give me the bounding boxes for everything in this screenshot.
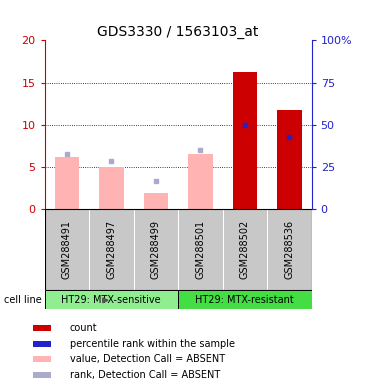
Bar (55, 157, 79, 209)
Bar (89, 209, 134, 290)
Text: value, Detection Call = ABSENT: value, Detection Call = ABSENT (70, 354, 225, 364)
Bar (267, 209, 312, 290)
Bar (33, 356, 51, 362)
Text: HT29: MTX-resistant: HT29: MTX-resistant (196, 295, 294, 305)
Bar (33, 325, 51, 331)
Bar (178, 209, 223, 290)
Text: GSM288497: GSM288497 (106, 220, 116, 279)
Text: GSM288536: GSM288536 (285, 220, 294, 279)
Bar (188, 154, 213, 209)
Bar (277, 111, 302, 209)
Bar (144, 193, 168, 209)
Text: GSM288491: GSM288491 (62, 220, 72, 279)
Bar (33, 372, 51, 378)
Title: GDS3330 / 1563103_at: GDS3330 / 1563103_at (98, 25, 259, 39)
Text: GSM288501: GSM288501 (196, 220, 205, 279)
Bar (178, 290, 312, 309)
Text: HT29: MTX-sensitive: HT29: MTX-sensitive (62, 295, 161, 305)
Bar (223, 209, 267, 290)
Text: count: count (70, 323, 97, 333)
Text: percentile rank within the sample: percentile rank within the sample (70, 339, 235, 349)
Bar (99, 167, 124, 209)
Text: GSM288502: GSM288502 (240, 220, 250, 279)
Bar (33, 341, 51, 347)
Bar (233, 73, 257, 209)
Text: rank, Detection Call = ABSENT: rank, Detection Call = ABSENT (70, 370, 220, 381)
Text: cell line: cell line (4, 295, 42, 305)
Text: GSM288499: GSM288499 (151, 220, 161, 279)
Bar (45, 209, 89, 290)
Bar (134, 209, 178, 290)
Bar (45, 290, 178, 309)
